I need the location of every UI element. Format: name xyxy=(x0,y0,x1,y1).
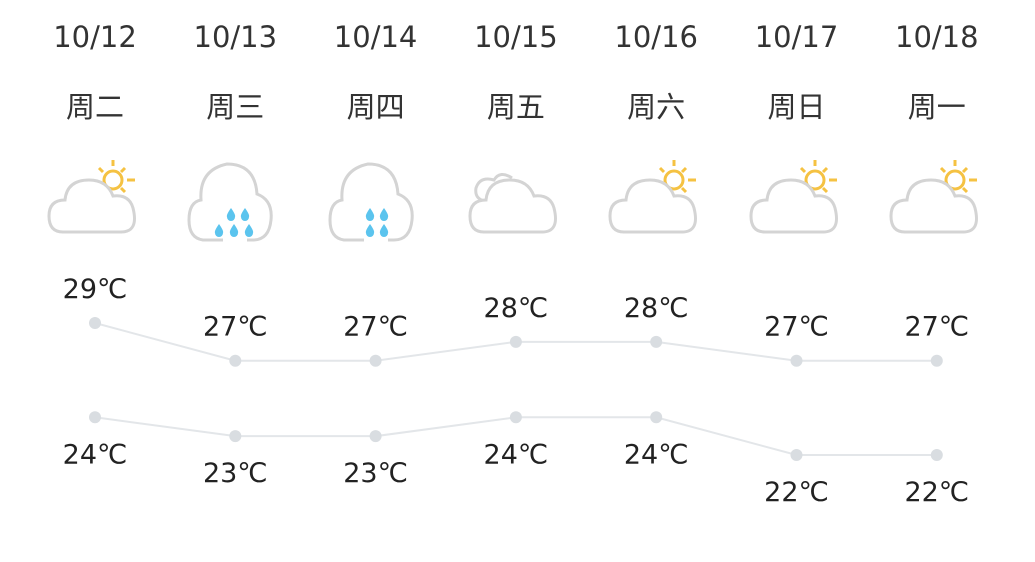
high-temp-label: 27℃ xyxy=(343,312,408,343)
high-temp-point xyxy=(89,317,101,329)
low-temp-point xyxy=(369,430,382,443)
high-temp-point xyxy=(930,354,943,367)
day-column[interactable]: 10/16 周六 xyxy=(586,0,726,260)
moderate-rain-icon xyxy=(187,162,274,242)
date-label: 10/15 xyxy=(474,20,558,54)
day-column[interactable]: 10/14 周四 xyxy=(306,0,446,260)
high-temp-label: 27℃ xyxy=(904,312,969,343)
weekday-label: 周日 xyxy=(767,90,826,124)
low-temp-label: 24℃ xyxy=(63,439,128,470)
low-temp-label: 22℃ xyxy=(764,477,829,508)
partly-sunny-icon xyxy=(748,160,838,234)
day-column[interactable]: 10/13 周三 xyxy=(165,0,305,260)
date-label: 10/13 xyxy=(193,20,278,54)
high-temp-label: 28℃ xyxy=(624,293,689,324)
day-column[interactable]: 10/18 周一 xyxy=(867,0,1007,260)
weekday-label: 周六 xyxy=(627,90,686,124)
cloudy-icon xyxy=(468,173,557,234)
weekday-label: 周一 xyxy=(907,90,966,124)
low-temp-label: 22℃ xyxy=(904,477,969,508)
low-temp-point xyxy=(229,430,242,443)
date-label: 10/12 xyxy=(53,20,137,54)
high-temp-point xyxy=(509,335,522,348)
high-temp-label: 27℃ xyxy=(203,312,268,343)
date-label: 10/18 xyxy=(895,20,979,54)
low-temp-label: 24℃ xyxy=(484,439,549,470)
partly-sunny-icon xyxy=(889,160,978,234)
day-column[interactable]: 10/12 周二 xyxy=(25,0,165,260)
day-column[interactable]: 10/17 周日 xyxy=(727,0,867,260)
high-temp-point xyxy=(790,354,803,367)
weekday-label: 周五 xyxy=(486,90,545,124)
partly-sunny-icon xyxy=(47,160,136,234)
low-temp-point xyxy=(930,449,943,462)
date-label: 10/17 xyxy=(754,20,839,54)
high-temp-label: 28℃ xyxy=(484,293,549,324)
low-temp-label: 24℃ xyxy=(624,439,689,470)
high-temp-point xyxy=(229,354,242,367)
low-temp-point xyxy=(650,411,663,424)
weekday-label: 周三 xyxy=(206,90,265,124)
low-temp-label: 23℃ xyxy=(203,458,268,489)
low-temp-point xyxy=(790,449,803,462)
low-temp-label: 23℃ xyxy=(343,458,408,489)
date-label: 10/14 xyxy=(333,20,418,54)
weekday-label: 周四 xyxy=(346,90,405,124)
partly-sunny-icon xyxy=(608,160,698,234)
high-temp-point xyxy=(369,354,382,367)
high-temp-label: 27℃ xyxy=(764,312,829,343)
light-rain-icon xyxy=(328,162,414,242)
high-temp-point xyxy=(650,335,663,348)
low-temp-point xyxy=(509,411,522,424)
weekday-label: 周二 xyxy=(65,90,124,124)
high-temp-label: 29℃ xyxy=(63,274,128,305)
day-column[interactable]: 10/15 周五 xyxy=(446,0,586,260)
date-label: 10/16 xyxy=(614,20,698,54)
low-temp-point xyxy=(89,411,101,424)
